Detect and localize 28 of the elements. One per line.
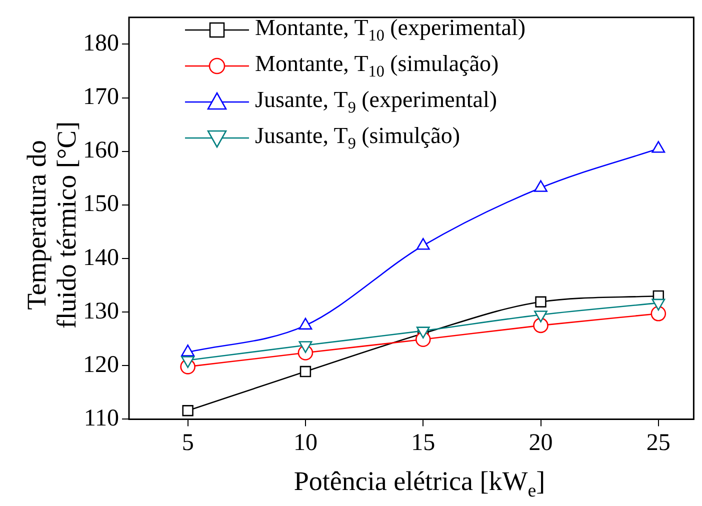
- legend-label: Jusante, T$_{9}$ (experimental): [255, 86, 498, 119]
- x-tick-label: 10: [293, 430, 318, 456]
- y-tick-label: 110: [84, 405, 119, 432]
- legend-label: Montante, T$_{10}$ (simulação): [255, 50, 499, 83]
- y-tick-label: 140: [83, 244, 119, 271]
- point: [652, 141, 666, 153]
- y-tick-label: 150: [83, 191, 119, 218]
- point: [650, 306, 666, 322]
- point: [533, 318, 548, 334]
- legend-label: Montante, T$_{10}$ (experimental): [255, 14, 526, 47]
- point: [416, 238, 430, 250]
- y-tick-label: 180: [83, 30, 119, 56]
- legend-label: Jusante, T$_{9}$ (simulção): [255, 122, 460, 155]
- point: [535, 296, 546, 308]
- y-tick-label: 160: [83, 138, 119, 164]
- y-tick-label: 130: [83, 298, 119, 324]
- x-tick-label: 15: [411, 430, 436, 456]
- y-tick-label: 170: [83, 84, 119, 110]
- x-tick-label: 5: [182, 430, 194, 456]
- point: [182, 405, 194, 416]
- y-tick-label: 120: [83, 352, 119, 378]
- x-axis-title: Potência elétrica [kW$_{e}$]: [292, 466, 546, 502]
- x-tick-label: 20: [528, 430, 553, 456]
- point: [181, 356, 195, 368]
- point: [534, 180, 548, 192]
- point: [300, 366, 312, 378]
- y-axis-title: Temperatura do fluido térmico [°C]: [21, 121, 82, 329]
- x-tick-label: 25: [646, 430, 670, 456]
